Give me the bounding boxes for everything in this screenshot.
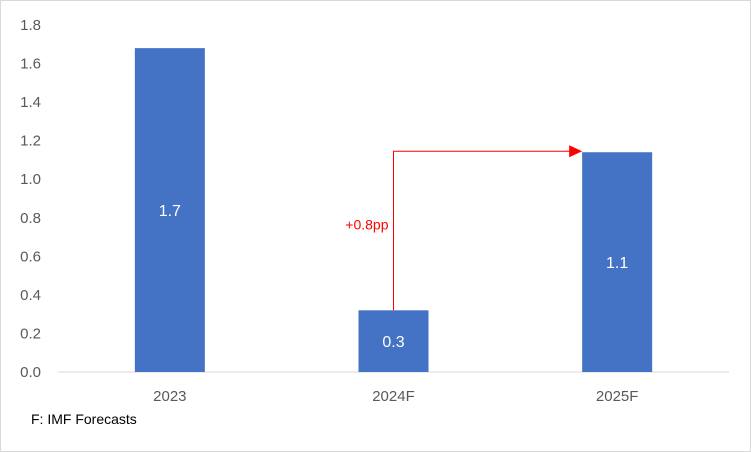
x-tick-label: 2025F — [596, 388, 639, 405]
y-tick-label: 0.6 — [20, 248, 41, 265]
annotation-label: +0.8pp — [345, 216, 388, 232]
y-tick-label: 1.0 — [20, 171, 41, 188]
y-tick-label: 0.0 — [20, 364, 41, 381]
bar — [582, 152, 653, 372]
y-tick-label: 0.8 — [20, 210, 41, 227]
y-tick-label: 1.8 — [20, 17, 41, 34]
y-tick-label: 0.2 — [20, 325, 41, 342]
bar-data-label: 1.1 — [606, 255, 628, 272]
bar — [358, 310, 429, 372]
bar — [134, 48, 205, 373]
bar-data-label: 1.7 — [159, 203, 181, 220]
x-tick-label: 2023 — [153, 388, 186, 405]
x-axis-ticks: 2023 2024F 2025F — [153, 388, 638, 405]
annotation-arrow-line — [393, 150, 571, 311]
y-tick-label: 1.4 — [20, 94, 41, 111]
y-tick-label: 1.6 — [20, 56, 41, 73]
annotation-arrowhead — [569, 145, 583, 158]
footnote: F: IMF Forecasts — [31, 411, 137, 427]
change-annotation: +0.8pp — [345, 145, 583, 311]
y-tick-label: 0.4 — [20, 287, 41, 304]
y-axis-ticks: 0.0 0.2 0.4 0.6 0.8 1.0 1.2 1.4 1.6 1.8 — [20, 17, 41, 381]
bars: 1.7 0.3 1.1 — [134, 48, 653, 373]
bar-data-label: 0.3 — [382, 334, 404, 351]
y-tick-label: 1.2 — [20, 133, 41, 150]
x-tick-label: 2024F — [372, 388, 415, 405]
